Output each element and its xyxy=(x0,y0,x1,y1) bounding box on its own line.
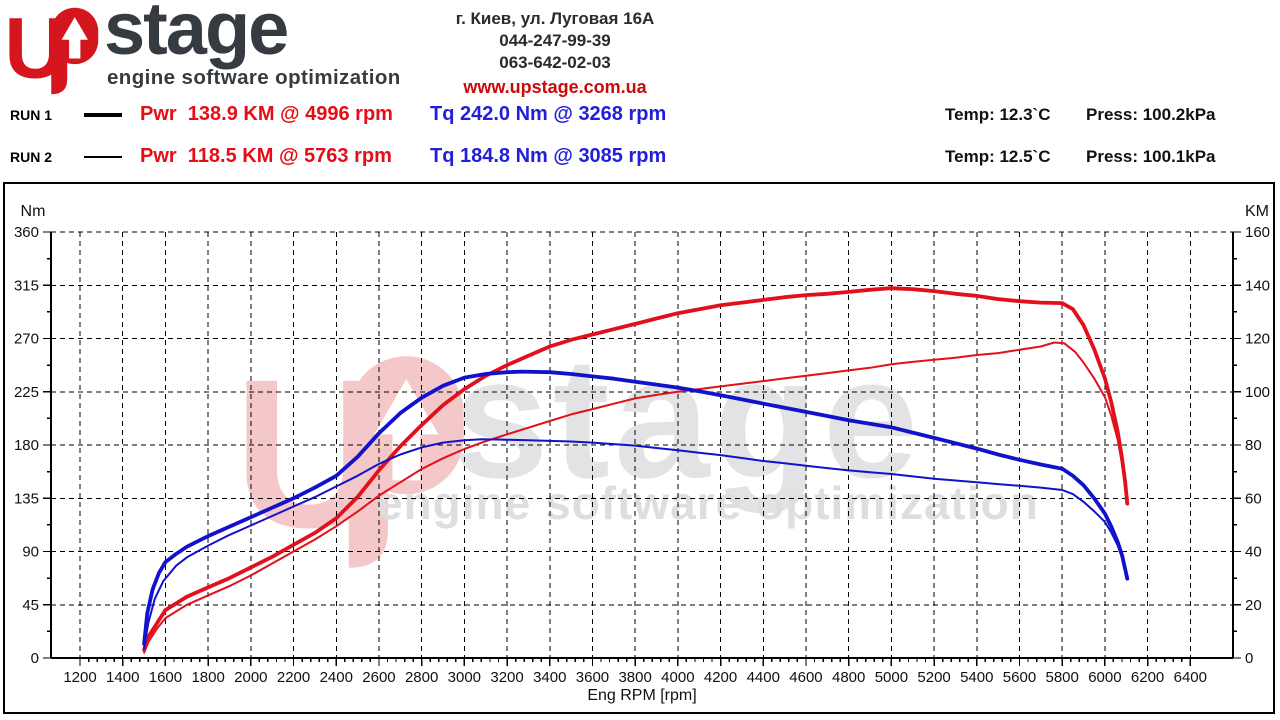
address: г. Киев, ул. Луговая 16А xyxy=(455,9,655,28)
svg-text:270: 270 xyxy=(14,331,39,348)
run1-legend-row: RUN 1 Pwr 138.9 KM @ 4996 rpm Tq 242.0 N… xyxy=(0,103,1280,129)
svg-text:4400: 4400 xyxy=(747,669,780,686)
svg-text:90: 90 xyxy=(22,544,39,561)
svg-text:5800: 5800 xyxy=(1046,669,1079,686)
run2-press: Press: 100.1kPa xyxy=(1086,147,1216,166)
svg-text:6400: 6400 xyxy=(1174,669,1207,686)
svg-text:0: 0 xyxy=(1245,650,1253,667)
svg-text:3600: 3600 xyxy=(576,669,609,686)
series-run1-power xyxy=(142,286,1130,652)
dyno-chart-panel: U stage engine software optimization 0 45… xyxy=(3,182,1275,714)
svg-text:3800: 3800 xyxy=(618,669,651,686)
axes xyxy=(50,232,1234,659)
svg-text:4800: 4800 xyxy=(832,669,865,686)
svg-text:6200: 6200 xyxy=(1131,669,1164,686)
svg-text:2600: 2600 xyxy=(362,669,395,686)
run2-legend-row: RUN 2 Pwr 118.5 KM @ 5763 rpm Tq 184.8 N… xyxy=(0,145,1280,171)
run1-line-sample xyxy=(84,113,122,117)
svg-text:0: 0 xyxy=(31,650,39,667)
svg-text:180: 180 xyxy=(14,437,39,454)
svg-text:360: 360 xyxy=(14,224,39,241)
svg-text:135: 135 xyxy=(14,490,39,507)
svg-text:5600: 5600 xyxy=(1003,669,1036,686)
svg-text:3200: 3200 xyxy=(490,669,523,686)
svg-text:4000: 4000 xyxy=(661,669,694,686)
run1-label: RUN 1 xyxy=(10,107,53,123)
axis-ticks xyxy=(43,231,1241,666)
dyno-chart: 0459013518022527031536002040608010012014… xyxy=(14,203,1270,704)
website-link[interactable]: www.upstage.com.ua xyxy=(463,77,647,97)
svg-text:5000: 5000 xyxy=(875,669,908,686)
run2-label: RUN 2 xyxy=(10,149,53,165)
svg-text:1600: 1600 xyxy=(149,669,182,686)
svg-text:20: 20 xyxy=(1245,597,1262,614)
svg-text:60: 60 xyxy=(1245,490,1262,507)
svg-text:3000: 3000 xyxy=(448,669,481,686)
series-run1-torque xyxy=(142,369,1130,646)
left-axis-unit: Nm xyxy=(21,203,46,220)
svg-text:2400: 2400 xyxy=(320,669,353,686)
svg-text:5200: 5200 xyxy=(917,669,950,686)
svg-text:45: 45 xyxy=(22,597,39,614)
svg-text:2200: 2200 xyxy=(277,669,310,686)
upstage-logo-mark-icon: U xyxy=(8,2,99,96)
svg-text:80: 80 xyxy=(1245,437,1262,454)
phone-1: 044-247-99-39 xyxy=(499,31,611,50)
svg-text:140: 140 xyxy=(1245,277,1270,294)
svg-text:40: 40 xyxy=(1245,544,1262,561)
phone-2: 063-642-02-03 xyxy=(499,53,611,72)
svg-text:1200: 1200 xyxy=(63,669,96,686)
gridlines xyxy=(51,231,1233,658)
series-run2-torque xyxy=(143,438,1128,650)
axis-labels: 0459013518022527031536002040608010012014… xyxy=(14,203,1270,704)
svg-text:2800: 2800 xyxy=(405,669,438,686)
run1-torque-readout: Tq 242.0 Nm @ 3268 rpm xyxy=(430,103,667,125)
svg-text:1800: 1800 xyxy=(191,669,224,686)
svg-text:3400: 3400 xyxy=(533,669,566,686)
svg-text:4600: 4600 xyxy=(789,669,822,686)
svg-text:120: 120 xyxy=(1245,331,1270,348)
svg-text:1400: 1400 xyxy=(106,669,139,686)
svg-text:2000: 2000 xyxy=(234,669,267,686)
run1-press: Press: 100.2kPa xyxy=(1086,105,1216,124)
upstage-logo: U stage engine software optimization xyxy=(8,0,408,98)
svg-text:225: 225 xyxy=(14,384,39,401)
contact-block: г. Киев, ул. Луговая 16А 044-247-99-39 0… xyxy=(420,8,690,98)
svg-text:6000: 6000 xyxy=(1088,669,1121,686)
run1-power-readout: Pwr 138.9 KM @ 4996 rpm xyxy=(140,103,393,125)
run2-line-sample xyxy=(84,156,122,158)
run2-temp: Temp: 12.5`C xyxy=(945,147,1051,166)
run2-torque-readout: Tq 184.8 Nm @ 3085 rpm xyxy=(430,145,667,167)
run1-temp: Temp: 12.3`C xyxy=(945,105,1051,124)
svg-text:160: 160 xyxy=(1245,224,1270,241)
logo-tagline: engine software optimization xyxy=(107,66,401,89)
run2-power-readout: Pwr 118.5 KM @ 5763 rpm xyxy=(140,145,392,167)
svg-text:4200: 4200 xyxy=(704,669,737,686)
right-axis-unit: KM xyxy=(1245,203,1269,220)
x-axis-title: Eng RPM [rpm] xyxy=(587,687,696,704)
svg-text:100: 100 xyxy=(1245,384,1270,401)
svg-text:315: 315 xyxy=(14,277,39,294)
logo-name: stage xyxy=(104,0,289,70)
svg-text:5400: 5400 xyxy=(960,669,993,686)
